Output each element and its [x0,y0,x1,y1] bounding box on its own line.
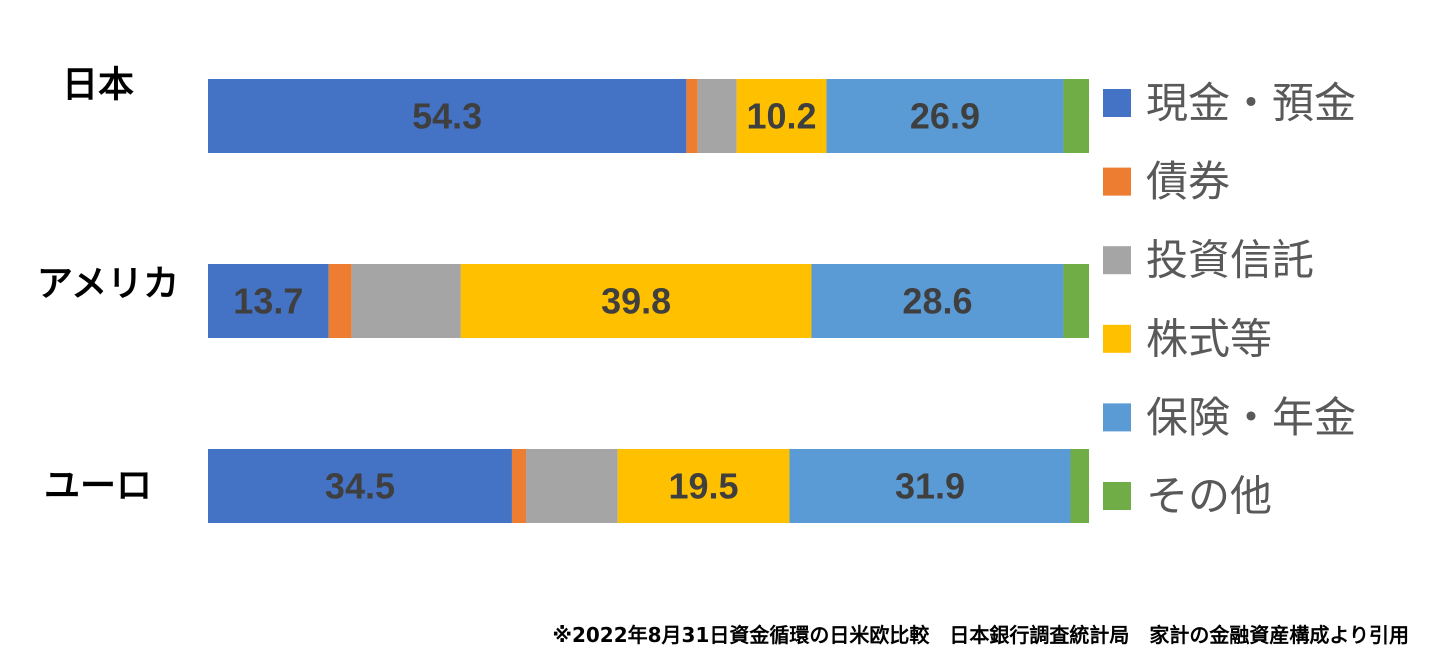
bar-segment [789,449,1071,523]
bar-segment [1063,79,1089,153]
data-label: 34.5 [325,466,395,507]
legend-label: 投資信託 [1146,236,1314,285]
source-footnote: ※2022年8月31日資金循環の日米欧比較 日本銀行調査統計局 家計の金融資産構… [552,623,1409,647]
bar-segment [511,449,527,523]
legend-swatch [1103,482,1131,510]
bar-segment [736,79,827,153]
bar-segment [460,264,812,338]
category-label: 日本 [62,65,134,106]
legend-label: 現金・預金 [1146,79,1356,128]
data-label: 54.3 [412,96,482,137]
bar-segment [351,264,461,338]
bar-segment [686,79,698,153]
bar-segment [526,449,618,523]
legend-swatch [1103,403,1131,432]
data-label: 31.9 [895,466,965,507]
bar-segment [826,79,1064,153]
bar-segment [208,79,687,153]
legend-label: 株式等 [1146,314,1272,363]
legend-swatch [1103,246,1131,275]
bar-segment [208,449,512,523]
bar-segment [1070,449,1089,523]
legend-label: 保険・年金 [1146,393,1356,442]
data-label: 26.9 [910,96,980,137]
data-label: 10.2 [746,96,816,137]
bar-segment [697,79,737,153]
data-label: 39.8 [601,281,671,322]
data-label: 28.6 [902,281,972,322]
legend-swatch [1103,167,1131,196]
category-label: ユーロ [44,466,152,507]
legend-label: 債券 [1146,157,1230,206]
legend-swatch [1103,324,1131,353]
plot-area: 54.3 10.2 26.9 13.7 39.8 28.6 34.5 19.5 31.9 [208,79,1089,523]
legend-swatch [1103,89,1131,117]
bar-segment [328,264,352,338]
legend-label: その他 [1146,472,1272,521]
data-label: 13.7 [233,281,303,322]
bar-segment [617,449,790,523]
category-label: アメリカ [37,264,179,305]
bar-segment [1063,264,1089,338]
bar-segment [208,264,329,338]
bar-segment [811,264,1064,338]
data-label: 19.5 [669,466,739,507]
